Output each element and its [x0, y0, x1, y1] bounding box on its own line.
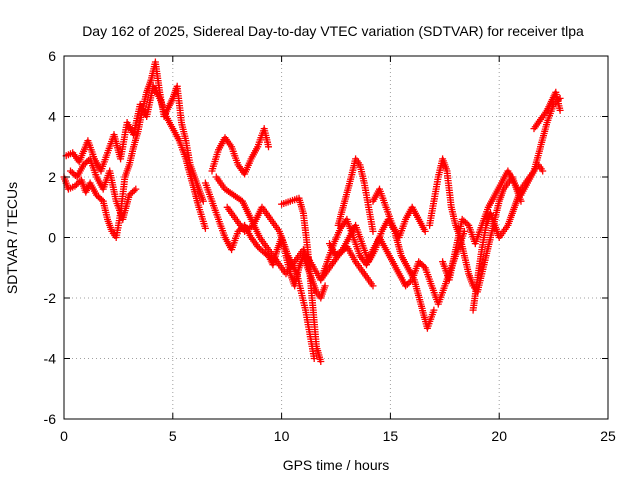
series-trace-l	[369, 185, 429, 241]
series-trace-g	[223, 203, 318, 362]
data-point	[132, 185, 140, 193]
data-point	[369, 227, 377, 235]
y-tick-label: 0	[48, 230, 56, 246]
data-point	[539, 167, 547, 175]
series-trace-o	[469, 161, 547, 314]
data-point-interp	[463, 220, 471, 228]
data-point	[458, 215, 466, 223]
data-point-interp	[255, 244, 263, 252]
data-point-interp	[81, 159, 89, 167]
y-tick-label: 2	[48, 169, 56, 185]
data-point	[321, 282, 329, 290]
data-point	[332, 252, 340, 260]
data-point-interp	[418, 261, 426, 269]
series-trace-n	[439, 94, 564, 284]
data-point	[310, 355, 318, 362]
chart-title: Day 162 of 2025, Sidereal Day-to-day VTE…	[82, 23, 584, 39]
x-tick-label: 5	[169, 428, 177, 444]
series-trace-j	[326, 215, 438, 332]
series-trace-k	[334, 155, 377, 235]
y-axis-label: SDTVAR / TECUs	[4, 182, 20, 294]
x-tick-label: 10	[274, 428, 290, 444]
data-point-interp	[130, 187, 138, 195]
data-point	[421, 227, 429, 235]
x-tick-label: 25	[600, 428, 616, 444]
x-tick-label: 20	[491, 428, 507, 444]
data-point	[125, 191, 133, 199]
data-point-interp	[94, 193, 102, 201]
data-point-interp	[127, 190, 135, 198]
y-tick-label: -4	[44, 351, 57, 367]
y-tick-label: 4	[48, 109, 56, 125]
data-point	[369, 282, 377, 290]
data-point-interp	[73, 181, 80, 189]
data-point-interp	[68, 169, 76, 176]
series-trace-e	[208, 125, 272, 178]
data-point	[265, 143, 272, 151]
data-point	[415, 258, 423, 266]
data-point-interp	[70, 170, 78, 178]
series-trace-p	[530, 88, 564, 133]
data-point	[71, 182, 79, 190]
data-point	[430, 306, 438, 314]
data-point-interp	[96, 194, 104, 202]
x-tick-label: 0	[60, 428, 68, 444]
series-trace-a	[60, 58, 207, 241]
data-point	[234, 227, 242, 235]
data-point	[317, 358, 325, 365]
x-axis-label: GPS time / hours	[283, 457, 390, 473]
data-point	[556, 106, 564, 114]
data-point	[199, 197, 207, 205]
y-tick-label: 6	[48, 48, 56, 64]
data-point-interp	[335, 249, 343, 257]
data-marks	[60, 58, 564, 365]
y-tick-label: -2	[44, 290, 57, 306]
data-point-interp	[462, 218, 469, 226]
data-point-interp	[420, 262, 428, 270]
series-trace-h	[278, 194, 325, 365]
data-point-interp	[405, 279, 413, 287]
data-point	[80, 161, 88, 169]
data-point	[254, 243, 262, 251]
x-tick-label: 15	[383, 428, 399, 444]
series-trace-c	[67, 155, 140, 223]
series-trace-b	[62, 82, 209, 232]
y-tick-label: -6	[44, 411, 57, 427]
data-point	[201, 224, 209, 232]
data-point-interp	[403, 280, 411, 288]
axis-ticks: 0 5 10 15 20 25 -6 -4 -2 0 2 4 6	[44, 48, 616, 444]
